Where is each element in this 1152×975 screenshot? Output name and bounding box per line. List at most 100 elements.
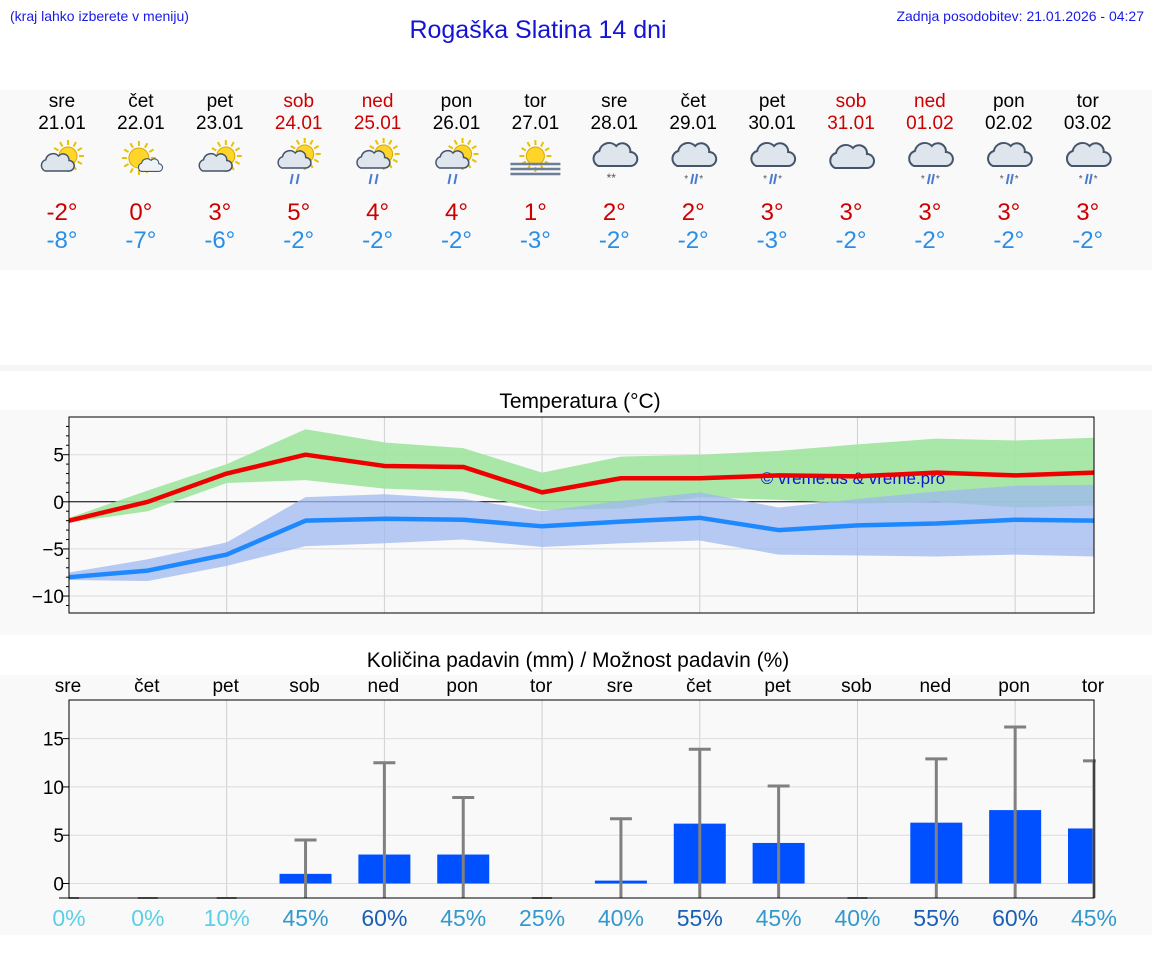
x-category-label: pon: [998, 676, 1030, 697]
day-date: 24.01: [275, 113, 323, 134]
day-name: tor: [1077, 91, 1100, 112]
sun-ray: [544, 147, 550, 152]
sun-ray: [521, 147, 527, 152]
x-category-label: sre: [55, 676, 81, 697]
sun-ray: [216, 141, 222, 147]
temp-max: 4°: [445, 199, 468, 226]
cloud-outline: [435, 149, 470, 169]
temp-min: -8°: [47, 227, 78, 254]
cloud-outline: [671, 141, 718, 167]
temp-min: -3°: [757, 227, 788, 254]
cloud-sleet-icon: * *: [987, 141, 1033, 185]
temp-min: -6°: [204, 227, 235, 254]
temp-min: -2°: [283, 227, 314, 254]
temp-max: 3°: [918, 199, 941, 226]
sun-shape: [519, 140, 552, 172]
cloud-outline: [1065, 141, 1112, 167]
precip-probability: 40%: [834, 905, 880, 931]
cloud-outline: [137, 158, 164, 172]
cloud-shape: [750, 141, 797, 167]
day-name: čet: [681, 91, 707, 112]
x-category-label: pet: [764, 676, 791, 697]
cloud-sleet-icon: * *: [750, 141, 797, 185]
max-temp-line: [68, 452, 1095, 523]
cloud-shape: [277, 149, 312, 169]
day-date: 27.01: [512, 113, 560, 134]
sun-small-cloud-icon: [121, 141, 164, 175]
day-date: 28.01: [591, 113, 639, 134]
x-category-label: sre: [607, 676, 633, 697]
cloud-outline: [987, 141, 1033, 167]
sleet-drop: [1088, 173, 1093, 185]
day-date: 23.01: [196, 113, 244, 134]
region-menu-note[interactable]: (kraj lahko izberete v meniju): [10, 8, 189, 24]
sun-ray: [392, 158, 398, 163]
x-category-label: čet: [134, 676, 160, 697]
cloud-shape: [908, 141, 954, 167]
cloud-outline: [198, 152, 233, 172]
sun-ray: [453, 139, 458, 145]
cloud-shape: [829, 143, 875, 169]
page-title: Rogaška Slatina 14 dni: [409, 16, 667, 44]
precip-probability: 45%: [756, 905, 802, 931]
temp-min: -7°: [125, 227, 156, 254]
sun-ray: [392, 145, 398, 150]
cloud-outline: [592, 141, 639, 167]
sleet-drop: [773, 173, 778, 185]
y-tick-label: 0: [53, 493, 64, 514]
sun-ray: [313, 145, 320, 150]
x-category-label: čet: [686, 676, 712, 697]
sleet-flake: *: [699, 174, 703, 185]
day-name: sob: [283, 91, 314, 112]
cloud-shape: [435, 149, 470, 169]
min-temp-line: [68, 515, 1095, 580]
day-name: ned: [362, 91, 394, 112]
cloud-shape: [356, 149, 391, 169]
day-date: 03.02: [1064, 113, 1112, 134]
day-name: čet: [128, 91, 154, 112]
sleet-flake: *: [1094, 174, 1098, 185]
precip-probability: 60%: [361, 905, 407, 931]
day-name: pon: [441, 91, 473, 112]
chart-title: Količina padavin (mm) / Možnost padavin …: [367, 649, 790, 672]
cloud-shape: [1065, 141, 1112, 167]
sun-ray: [72, 141, 77, 147]
sun-ray: [540, 141, 545, 147]
temp-max: -2°: [47, 199, 78, 226]
y-tick-label: −10: [32, 587, 64, 608]
sun-ray: [129, 142, 134, 149]
cloud-sleet-icon: * *: [1065, 141, 1112, 185]
max-range-band: [69, 429, 1094, 523]
sun-ray: [369, 145, 375, 150]
sun-ray: [77, 160, 83, 165]
precip-probability: 45%: [1071, 905, 1117, 931]
cloud-outline: [750, 141, 797, 167]
rain-drops: [289, 173, 300, 185]
rain-drops: [368, 173, 379, 185]
sun-ray: [467, 139, 472, 145]
y-tick-label: 5: [53, 446, 64, 467]
day-name: pon: [993, 91, 1025, 112]
precip-probability: 25%: [519, 905, 565, 931]
sleet-drop: [769, 173, 774, 185]
chart-title: Temperatura (°C): [499, 390, 660, 413]
sleet-flake: *: [921, 174, 925, 185]
day-date: 21.01: [38, 113, 86, 134]
sleet-drop: [1005, 173, 1010, 185]
y-tick-label: −5: [42, 540, 64, 561]
forecast-strip: sre21.01-2°-8°čet22.010°-7°pet23.013°-6°…: [38, 91, 1112, 254]
sun-ray: [374, 139, 379, 145]
day-name: ned: [914, 91, 946, 112]
sun-ray: [448, 145, 454, 150]
precip-probability: 55%: [913, 905, 959, 931]
temp-min: -2°: [678, 227, 709, 254]
sleet-drop: [926, 173, 931, 185]
rain-drops: [447, 173, 458, 185]
temperature-chart: Temperatura (°C)© vreme.us & vreme.pro50…: [32, 390, 1095, 614]
temp-max: 5°: [287, 199, 310, 226]
plot-frame: [68, 699, 1095, 899]
rain-drop: [453, 173, 458, 185]
cloud-snow-icon: **: [592, 141, 639, 185]
sleet-flake: *: [684, 174, 688, 185]
precip-probability: 45%: [283, 905, 329, 931]
